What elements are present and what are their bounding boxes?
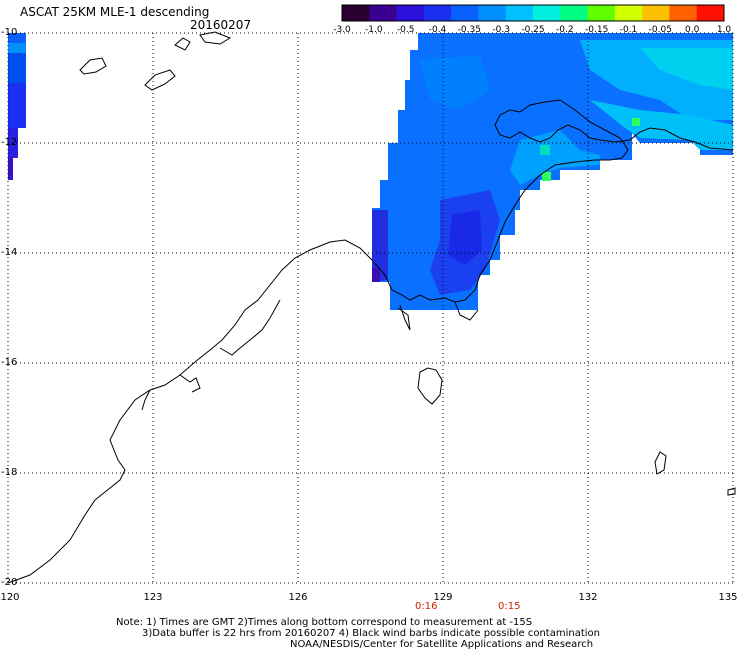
lon-label: 129 xyxy=(433,592,453,603)
lat-label: -18 xyxy=(1,467,18,478)
colorbar-swatch xyxy=(478,5,507,21)
colorbar-swatch xyxy=(587,5,616,21)
colorbar-swatch xyxy=(369,5,398,21)
colorbar-tick-label: -3.0 xyxy=(333,25,351,35)
colorbar-swatch xyxy=(560,5,589,21)
colorbar xyxy=(341,4,725,22)
colorbar-swatch xyxy=(396,5,425,21)
colorbar-swatch xyxy=(614,5,643,21)
colorbar-swatch xyxy=(533,5,561,21)
lon-label: 135 xyxy=(718,592,738,603)
colorbar-outline xyxy=(341,4,725,22)
colorbar-tick-label: 0.0 xyxy=(684,25,700,35)
colorbar-swatch xyxy=(696,5,725,21)
colorbar-tick-label: -0.3 xyxy=(492,25,510,35)
colorbar-tick-label: -0.35 xyxy=(457,25,481,35)
colorbar-swatch xyxy=(342,5,370,21)
lat-label: -10 xyxy=(1,27,18,38)
note-line: NOAA/NESDIS/Center for Satellite Applica… xyxy=(290,639,594,650)
lat-label: -20 xyxy=(1,577,18,588)
note-line: Note: 1) Times are GMT 2)Times along bot… xyxy=(116,617,533,628)
lon-label: 132 xyxy=(578,592,598,603)
colorbar-tick-label: -0.05 xyxy=(648,25,672,35)
colorbar-swatch xyxy=(669,5,698,21)
colorbar-tick-label: -0.5 xyxy=(396,25,415,35)
colorbar-tick-label: -0.15 xyxy=(585,25,609,35)
swath-main xyxy=(372,33,733,310)
time-label: 0:15 xyxy=(498,601,521,612)
colorbar-swatch xyxy=(451,5,479,21)
lon-label: 120 xyxy=(0,592,20,603)
lat-label: -12 xyxy=(1,137,18,148)
lat-label: -16 xyxy=(1,357,18,368)
colorbar-tick-label: -1.0 xyxy=(365,25,383,35)
coastline xyxy=(7,31,736,584)
colorbar-tick-label: -0.25 xyxy=(521,25,545,35)
colorbar-tick-label: -0.2 xyxy=(556,25,574,35)
colorbar-tick-label: -0.4 xyxy=(428,25,447,35)
swath-left-strip xyxy=(8,33,26,180)
colorbar-swatch xyxy=(642,5,670,21)
lon-label: 123 xyxy=(143,592,163,603)
colorbar-tick-label: -0.1 xyxy=(619,25,638,35)
map-date: 20160207 xyxy=(190,18,252,32)
colorbar-tick-label: 1.0 xyxy=(716,25,732,35)
lat-lon-grid xyxy=(7,32,734,584)
lat-label: -14 xyxy=(1,247,18,258)
colorbar-swatch xyxy=(423,5,452,21)
note-line: 3)Data buffer is 22 hrs from 20160207 4)… xyxy=(142,628,600,639)
lon-label: 126 xyxy=(288,592,308,603)
colorbar-swatch xyxy=(505,5,534,21)
map-title: ASCAT 25KM MLE-1 descending xyxy=(20,5,210,19)
time-label: 0:16 xyxy=(415,601,438,612)
